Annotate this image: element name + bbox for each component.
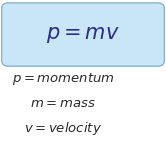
Text: $p = momentum$: $p = momentum$ — [12, 71, 115, 87]
Text: $p = mv$: $p = mv$ — [46, 25, 120, 44]
Text: $v = velocity$: $v = velocity$ — [24, 120, 102, 137]
Text: $m = mass$: $m = mass$ — [30, 97, 96, 110]
FancyBboxPatch shape — [2, 3, 164, 66]
